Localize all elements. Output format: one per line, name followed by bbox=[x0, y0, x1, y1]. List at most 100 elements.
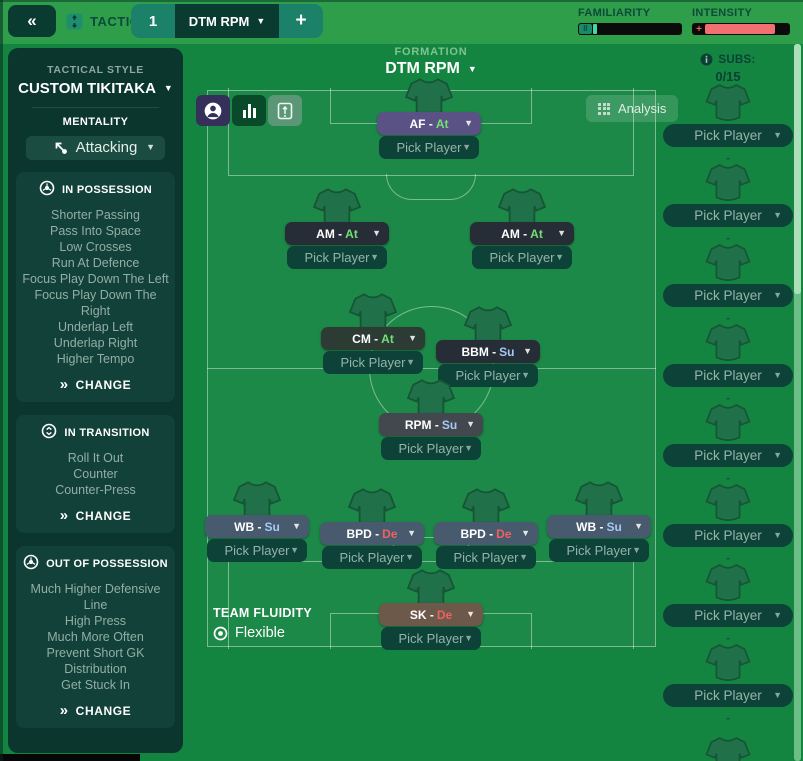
pick-player-dropdown[interactable]: Pick Player ▼ bbox=[472, 246, 572, 269]
back-button[interactable]: « bbox=[8, 5, 56, 37]
pick-player-dropdown[interactable]: Pick Player ▼ bbox=[663, 684, 793, 707]
chevron-down-icon: ▼ bbox=[634, 521, 643, 531]
pick-player-dropdown[interactable]: Pick Player ▼ bbox=[663, 204, 793, 227]
familiarity-label: FAMILIARITY bbox=[578, 7, 651, 19]
pick-player-dropdown[interactable]: Pick Player ▼ bbox=[287, 246, 387, 269]
scrollbar-thumb[interactable] bbox=[794, 44, 801, 294]
top-navigation-bar: « TACTICS 1 DTM RPM ▼ + FAMILIARITY ⠿ IN… bbox=[0, 0, 803, 44]
pick-player-dropdown[interactable]: Pick Player ▼ bbox=[663, 124, 793, 147]
stats-view-button[interactable] bbox=[232, 95, 266, 126]
familiarity-bar: ⠿ bbox=[578, 23, 682, 35]
duty-abbreviation: At bbox=[345, 226, 358, 241]
role-duty-dropdown[interactable]: AM - At ▼ bbox=[285, 222, 389, 245]
pick-player-dropdown[interactable]: Pick Player ▼ bbox=[436, 546, 536, 569]
shirt-icon bbox=[702, 160, 754, 203]
mentality-dropdown[interactable]: Attacking ▼ bbox=[26, 135, 165, 160]
pick-player-dropdown[interactable]: Pick Player ▼ bbox=[381, 627, 481, 650]
role-duty-dropdown[interactable]: SK - De ▼ bbox=[379, 603, 483, 626]
pick-player-dropdown[interactable]: Pick Player ▼ bbox=[663, 444, 793, 467]
window-edge bbox=[0, 0, 3, 761]
instruction-item: Much Higher Defensive Line bbox=[30, 582, 161, 612]
role-abbreviation: WB - bbox=[576, 519, 604, 534]
change-button[interactable]: » CHANGE bbox=[20, 377, 171, 392]
role-duty-dropdown[interactable]: AM - At ▼ bbox=[470, 222, 574, 245]
tactic-name-dropdown[interactable]: DTM RPM ▼ bbox=[175, 4, 279, 38]
chevron-down-icon: ▼ bbox=[370, 252, 379, 262]
instruction-item: Counter-Press bbox=[55, 483, 136, 497]
change-button[interactable]: » CHANGE bbox=[20, 508, 171, 523]
chevron-down-icon: ▼ bbox=[773, 210, 782, 220]
pick-player-dropdown[interactable]: Pick Player ▼ bbox=[663, 364, 793, 387]
sub-dash: - bbox=[725, 550, 731, 565]
tactical-style-value: CUSTOM TIKITAKA bbox=[18, 80, 156, 97]
tactical-style-dropdown[interactable]: CUSTOM TIKITAKA ▼ bbox=[16, 80, 175, 97]
plus-icon: + bbox=[696, 23, 702, 35]
pitch-mode-button[interactable] bbox=[268, 95, 302, 126]
instruction-item: Higher Tempo bbox=[56, 352, 135, 366]
role-duty-dropdown[interactable]: BPD - De ▼ bbox=[434, 522, 538, 545]
sub-dash: - bbox=[725, 470, 731, 485]
formation-name: DTM RPM bbox=[385, 60, 460, 77]
role-duty-dropdown[interactable]: RPM - Su ▼ bbox=[379, 413, 483, 436]
mentality-label: MENTALITY bbox=[62, 115, 129, 128]
instruction-item: Focus Play Down The Left bbox=[22, 272, 169, 286]
role-duty-dropdown[interactable]: BPD - De ▼ bbox=[320, 522, 424, 545]
chevron-down-icon: ▼ bbox=[464, 443, 473, 453]
role-duty-dropdown[interactable]: CM - At ▼ bbox=[321, 327, 425, 350]
pick-player-dropdown[interactable]: Pick Player ▼ bbox=[323, 351, 423, 374]
shirt-icon bbox=[702, 400, 754, 443]
pick-player-dropdown[interactable]: Pick Player ▼ bbox=[322, 546, 422, 569]
pick-player-dropdown[interactable]: Pick Player ▼ bbox=[663, 284, 793, 307]
pick-player-dropdown[interactable]: Pick Player ▼ bbox=[549, 539, 649, 562]
pick-player-dropdown[interactable]: Pick Player ▼ bbox=[379, 136, 479, 159]
instruction-section-header: IN TRANSITION bbox=[20, 423, 171, 442]
analysis-button[interactable]: Analysis bbox=[586, 95, 679, 122]
role-duty-dropdown[interactable]: WB - Su ▼ bbox=[205, 515, 309, 538]
subs-count: 0/15 bbox=[715, 69, 741, 84]
role-duty-dropdown[interactable]: WB - Su ▼ bbox=[547, 515, 651, 538]
tactic-name: DTM RPM bbox=[188, 13, 250, 29]
pitch bbox=[207, 88, 656, 649]
team-fluidity: TEAM FLUIDITY Flexible bbox=[213, 606, 312, 641]
duty-abbreviation: De bbox=[496, 526, 512, 541]
pick-player-dropdown[interactable]: Pick Player ▼ bbox=[438, 364, 538, 387]
familiarity-meter: FAMILIARITY ⠿ bbox=[578, 7, 682, 35]
chevron-down-icon: ▼ bbox=[555, 252, 564, 262]
chevron-down-icon: ▼ bbox=[632, 545, 641, 555]
role-abbreviation: BBM - bbox=[461, 344, 497, 359]
formation-label: FORMATION bbox=[394, 46, 468, 58]
pick-player-label: Pick Player bbox=[489, 250, 555, 265]
pick-player-dropdown[interactable]: Pick Player ▼ bbox=[663, 604, 793, 627]
role-duty-dropdown[interactable]: AF - At ▼ bbox=[377, 112, 481, 135]
chevron-down-icon: ▼ bbox=[773, 450, 782, 460]
familiarity-icon: ⠿ bbox=[579, 24, 592, 34]
change-button[interactable]: » CHANGE bbox=[20, 703, 171, 718]
tactic-slot-1[interactable]: 1 bbox=[131, 4, 175, 38]
role-abbreviation: BPD - bbox=[460, 526, 494, 541]
pick-player-dropdown[interactable]: Pick Player ▼ bbox=[207, 539, 307, 562]
duty-abbreviation: At bbox=[435, 116, 449, 131]
back-icon: « bbox=[27, 11, 37, 30]
role-duty-dropdown[interactable]: BBM - Su ▼ bbox=[436, 340, 540, 363]
intensity-fill bbox=[705, 24, 775, 34]
pick-player-dropdown[interactable]: Pick Player ▼ bbox=[381, 437, 481, 460]
double-chevron-icon: » bbox=[59, 702, 69, 719]
instruction-item: Focus Play Down The Right bbox=[34, 288, 157, 318]
pitch-view-buttons bbox=[196, 95, 302, 126]
chevron-down-icon: ▼ bbox=[521, 370, 530, 380]
subs-header: SUBS: bbox=[663, 53, 793, 66]
pick-player-label: Pick Player bbox=[304, 250, 370, 265]
pick-player-label: Pick Player bbox=[566, 543, 632, 558]
formation-dropdown[interactable]: DTM RPM ▼ bbox=[385, 60, 477, 78]
instruction-section-title: IN POSSESSION bbox=[61, 183, 153, 196]
scrollbar[interactable] bbox=[794, 44, 801, 761]
chevron-down-icon: ▼ bbox=[292, 521, 301, 531]
person-icon bbox=[204, 102, 222, 119]
penalty-arc-top bbox=[386, 174, 476, 200]
chevron-down-icon: ▼ bbox=[163, 83, 173, 93]
pick-player-label: Pick Player bbox=[224, 543, 290, 558]
attacking-arrow-icon bbox=[55, 142, 67, 154]
add-tactic-button[interactable]: + bbox=[279, 4, 323, 38]
players-view-button[interactable] bbox=[196, 95, 230, 126]
pick-player-dropdown[interactable]: Pick Player ▼ bbox=[663, 524, 793, 547]
